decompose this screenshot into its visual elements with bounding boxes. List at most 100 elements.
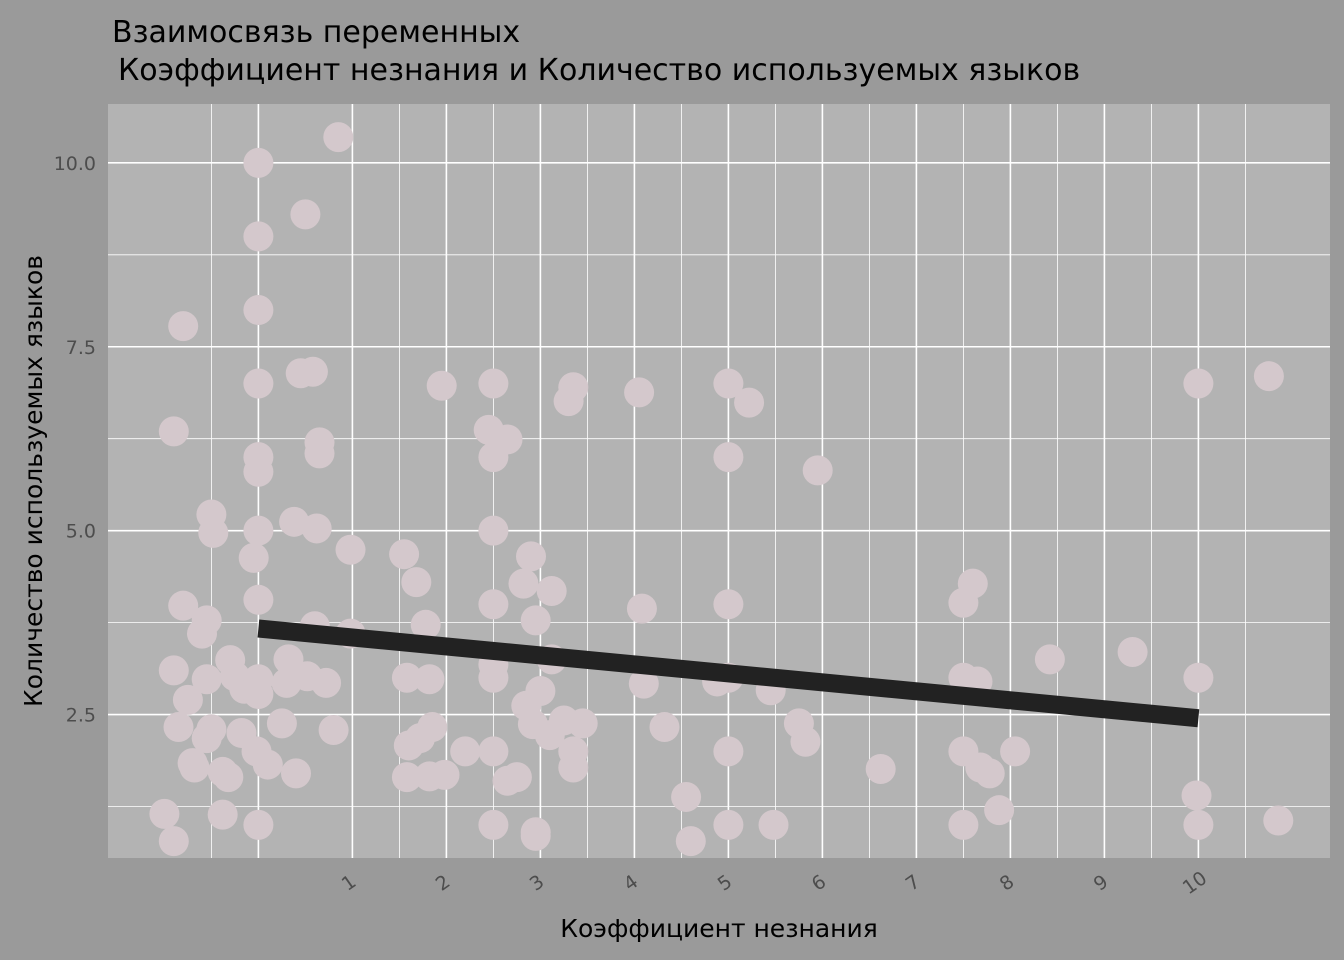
data-point xyxy=(417,712,448,743)
data-point xyxy=(649,712,680,743)
data-point xyxy=(624,377,655,408)
data-point xyxy=(401,567,432,598)
data-point xyxy=(149,798,180,829)
data-point xyxy=(1263,805,1294,836)
trend-line xyxy=(257,619,1200,728)
y-tick-label: 10.0 xyxy=(54,153,96,175)
data-point xyxy=(426,370,457,401)
data-point xyxy=(984,795,1015,826)
data-point xyxy=(290,199,321,230)
data-point xyxy=(492,424,523,455)
data-point xyxy=(158,826,189,857)
data-point xyxy=(252,749,283,780)
data-point xyxy=(172,684,203,715)
data-point xyxy=(213,762,244,793)
x-axis-label: Коэффициент незнания xyxy=(560,914,878,943)
data-point xyxy=(1117,637,1148,668)
data-point xyxy=(297,356,328,387)
data-point xyxy=(536,575,567,606)
data-point xyxy=(1183,809,1214,840)
data-point xyxy=(671,781,702,812)
data-point xyxy=(478,515,509,546)
y-tick-label: 2.5 xyxy=(66,705,96,727)
data-point xyxy=(391,662,422,693)
data-point xyxy=(243,515,274,546)
data-point xyxy=(508,568,539,599)
chart-subtitle: Коэффициент незнания и Количество исполь… xyxy=(118,53,1080,88)
data-point xyxy=(626,593,657,624)
data-point xyxy=(758,809,789,840)
chart-title: Взаимосвязь переменных xyxy=(112,15,520,50)
grid xyxy=(108,104,1330,858)
data-point xyxy=(243,368,274,399)
data-point xyxy=(802,455,833,486)
data-point xyxy=(1034,644,1065,675)
data-point xyxy=(414,664,445,695)
data-point xyxy=(1183,662,1214,693)
data-point xyxy=(301,513,332,544)
data-point xyxy=(207,799,238,830)
data-point xyxy=(478,809,509,840)
y-axis-label: Количество используемых языков xyxy=(19,255,48,707)
data-point xyxy=(243,809,274,840)
data-point xyxy=(266,708,297,739)
data-point xyxy=(525,676,556,707)
data-point xyxy=(243,221,274,252)
data-point xyxy=(713,442,744,473)
data-point xyxy=(478,736,509,767)
data-point xyxy=(243,678,274,709)
data-point xyxy=(158,416,189,447)
data-point xyxy=(279,506,310,537)
trend-line-group xyxy=(257,619,1200,728)
data-point xyxy=(410,609,441,640)
data-point xyxy=(335,534,366,565)
data-point xyxy=(974,758,1005,789)
data-point xyxy=(478,662,509,693)
data-point xyxy=(516,541,546,572)
data-point xyxy=(558,372,589,403)
data-point xyxy=(520,605,551,636)
data-point xyxy=(1181,780,1212,811)
data-point xyxy=(191,723,222,754)
data-point xyxy=(713,589,744,620)
data-point xyxy=(163,712,194,743)
data-point xyxy=(957,568,988,599)
data-point xyxy=(238,542,269,573)
data-point xyxy=(501,762,532,793)
data-point xyxy=(948,809,979,840)
data-point xyxy=(168,590,199,621)
data-point xyxy=(391,762,422,793)
data-point xyxy=(243,584,274,615)
data-point xyxy=(198,517,229,548)
data-point xyxy=(734,387,765,418)
data-point xyxy=(450,736,481,767)
data-point xyxy=(168,311,199,342)
data-point xyxy=(179,752,210,783)
data-point xyxy=(243,147,274,178)
data-point xyxy=(675,826,706,857)
data-point xyxy=(389,539,420,570)
y-tick-label: 5.0 xyxy=(66,521,96,543)
data-point xyxy=(558,736,589,767)
scatter-points xyxy=(149,122,1294,857)
data-point xyxy=(429,759,460,790)
y-axis-ticks: 2.5 5.0 7.5 10.0 xyxy=(54,153,96,727)
data-point xyxy=(520,820,551,851)
y-tick-label: 7.5 xyxy=(66,337,96,359)
data-point xyxy=(790,726,821,757)
data-point xyxy=(243,456,274,487)
data-point xyxy=(304,438,335,469)
data-point xyxy=(478,589,509,620)
data-point xyxy=(1253,361,1284,392)
data-point xyxy=(191,605,222,636)
data-point xyxy=(865,753,896,784)
data-point xyxy=(281,758,311,789)
data-point xyxy=(1183,368,1214,399)
data-point xyxy=(311,667,342,698)
data-point xyxy=(191,664,222,695)
data-point xyxy=(318,715,349,746)
data-point xyxy=(243,294,274,325)
data-point xyxy=(158,655,189,686)
data-point xyxy=(1000,736,1031,767)
